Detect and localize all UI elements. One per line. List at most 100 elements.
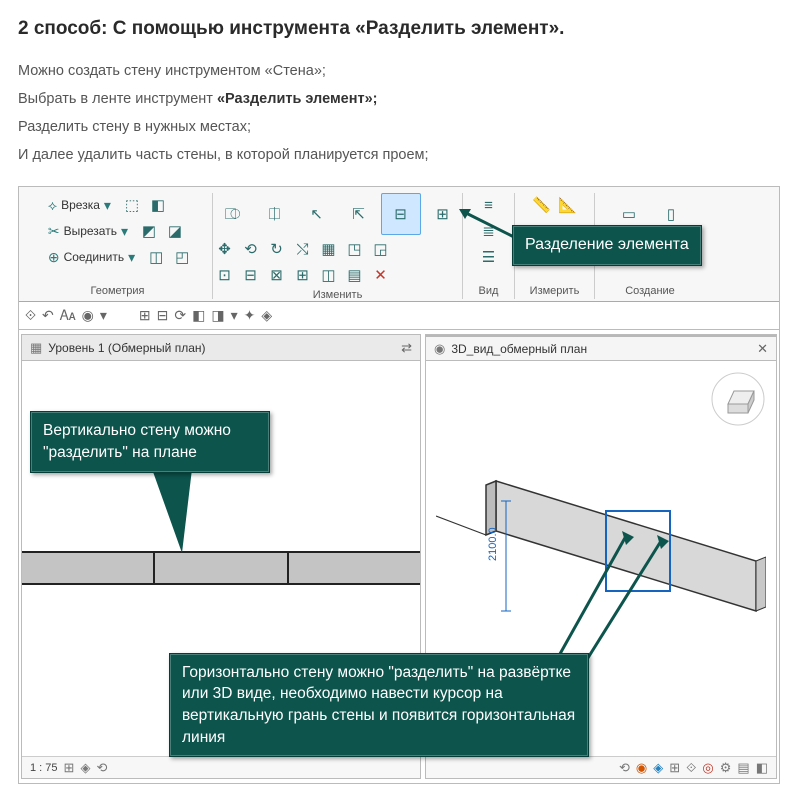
scale-icon[interactable]: ◧ [756,760,768,776]
scale-icon[interactable]: ◎ [702,760,713,776]
mod-tool-a[interactable]: ◳ [343,237,367,261]
qa-icon[interactable]: ◉ [82,307,94,324]
intro-line-2-pre: Выбрать в ленте инструмент [18,91,217,107]
qa-icon[interactable]: ↶ [42,307,54,324]
wall-segment [289,553,420,583]
scale-icon[interactable]: ⊞ [64,760,75,776]
modify-tool-6[interactable]: ⊞ [423,193,463,235]
callout-3d-text: Горизонтально стену можно "разделить" на… [182,664,575,746]
qa-icon[interactable]: ⟳ [174,307,186,324]
mod-tool-b[interactable]: ◲ [369,237,393,261]
scale-value: 1 : 75 [30,762,58,774]
tool-icon-6[interactable]: ◰ [170,245,194,269]
modify-tool-2[interactable]: ⎅ [255,193,295,235]
ribbon-group-modify: ⎄ ⎅ ↖ ⇱ ⊟ ⊞ ✥ ⟲ ↻ ⤭ ▦ ◳ ◲ ⊡ [213,193,463,299]
qa-icon[interactable]: ◧ [192,307,205,324]
view3d-tab-icon: ◉ [434,341,445,357]
modify-tool-3[interactable]: ↖ [297,193,337,235]
scale-icon[interactable]: ⟲ [96,760,107,776]
mod-tool-c[interactable]: ⊡ [213,263,237,287]
measure-icon-1[interactable]: 📏 [530,193,554,217]
viewcube[interactable] [708,369,768,429]
ribbon-group-geometry: ⟡Врезка▾ ⬚ ◧ ✂Вырезать▾ ◩ ◪ ⊕Соединить▾ … [23,193,213,299]
measure-group-label: Измерить [530,283,580,299]
qa-icon[interactable]: ⊞ [139,307,151,324]
scale-icon[interactable]: ⟲ [619,760,630,776]
app-window: ⟡Врезка▾ ⬚ ◧ ✂Вырезать▾ ◩ ◪ ⊕Соединить▾ … [18,186,780,784]
qa-icon[interactable]: 🗛 [60,307,76,324]
qa-icon[interactable]: ▾ [231,307,238,324]
array-tool[interactable]: ▦ [317,237,341,261]
intro-text: Можно создать стену инструментом «Стена»… [18,58,782,168]
dropdown-icon: ▾ [128,249,135,266]
create-group-label: Создание [625,283,675,299]
quick-access-bar: ⟐ ↶ 🗛 ◉ ▾ ⊞ ⊟ ⟳ ◧ ◨ ▾ ✦ ◈ [19,302,779,330]
mirror-tool[interactable]: ⤭ [291,237,315,261]
mod-tool-e[interactable]: ⊠ [265,263,289,287]
qa-icon[interactable]: ◨ [211,307,224,324]
modify-tool-4[interactable]: ⇱ [339,193,379,235]
qa-icon[interactable]: ✦ [244,307,256,324]
cut-in-label: Врезка [61,198,100,212]
intro-line-2-bold: «Разделить элемент»; [217,91,378,107]
mod-tool-d[interactable]: ⊟ [239,263,263,287]
scale-icon[interactable]: ⚙ [720,760,732,776]
scale-icon[interactable]: ◈ [80,760,90,776]
callout-plan-text: Вертикально стену можно "разделить" на п… [43,422,231,461]
view3d-tab-close[interactable]: ✕ [757,341,768,357]
intro-line-3: Разделить стену в нужных местах; [18,114,782,140]
join-icon: ⊕ [48,249,60,266]
modify-group-label: Изменить [313,287,363,303]
dropdown-icon: ▾ [121,223,128,240]
view-icon-3[interactable]: ☰ [477,245,501,269]
intro-line-4: И далее удалить часть стены, в которой п… [18,142,782,168]
trim-icon: ✂ [48,223,60,240]
tool-icon-2[interactable]: ◧ [146,193,170,217]
mod-tool-f[interactable]: ⊞ [291,263,315,287]
split-element-button[interactable]: ⊟ [381,193,421,235]
trim-button[interactable]: ✂ Вырезать ▾ [41,219,135,243]
qa-icon[interactable]: ⊟ [157,307,169,324]
qa-icon[interactable]: ▾ [100,307,107,324]
mod-tool-g[interactable]: ◫ [317,263,341,287]
tool-icon-1[interactable]: ⬚ [120,193,144,217]
scale-icon[interactable]: ⊞ [669,760,680,776]
view-group-label: Вид [479,283,499,299]
modify-tool-1[interactable]: ⎄ [213,193,253,235]
intro-line-2: Выбрать в ленте инструмент «Разделить эл… [18,86,782,112]
scale-icon[interactable]: ◉ [636,760,647,776]
callout-split-text: Разделение элемента [525,236,689,253]
callout-3d-pointer [546,531,686,671]
geometry-group-label: Геометрия [90,283,144,299]
plan-scale-bar: 1 : 75 ⊞ ◈ ⟲ [22,756,420,778]
qa-icon[interactable]: ◈ [261,307,272,324]
delete-tool[interactable]: ✕ [369,263,393,287]
tool-icon-5[interactable]: ◫ [144,245,168,269]
offset-tool[interactable]: ⟲ [239,237,263,261]
qa-icon[interactable]: ⟐ [25,307,36,324]
mod-tool-h[interactable]: ▤ [343,263,367,287]
callout-3d: Горизонтально стену можно "разделить" на… [169,653,589,758]
dim-value: 2100.0 [487,528,499,562]
plan-tab[interactable]: ▦ Уровень 1 (Обмерный план) ⇄ [22,335,420,361]
view3d-tab[interactable]: ◉ 3D_вид_обмерный план ✕ [426,335,776,361]
plan-tab-label: Уровень 1 (Обмерный план) [48,341,205,355]
callout-plan-pointer [152,469,222,557]
join-label: Соединить [64,250,125,264]
rotate-tool[interactable]: ↻ [265,237,289,261]
scale-icon[interactable]: ◈ [653,760,663,776]
cut-in-button[interactable]: ⟡Врезка▾ [41,193,118,217]
tool-icon-4[interactable]: ◪ [163,219,187,243]
scale-icon[interactable]: ⟐ [686,760,696,776]
tool-icon-3[interactable]: ◩ [137,219,161,243]
wall-segment [22,553,155,583]
measure-icon-2[interactable]: 📐 [556,193,580,217]
content-area: ▦ Уровень 1 (Обмерный план) ⇄ Вертикальн… [19,330,779,783]
join-button[interactable]: ⊕ Соединить▾ [41,245,142,269]
move-tool[interactable]: ✥ [213,237,237,261]
plan-tab-dropdown[interactable]: ⇄ [401,340,412,356]
callout-split: Разделение элемента [512,225,702,265]
callout-split-pointer [459,207,519,247]
scale-icon[interactable]: ▤ [737,760,749,776]
trim-label: Вырезать [64,224,117,238]
